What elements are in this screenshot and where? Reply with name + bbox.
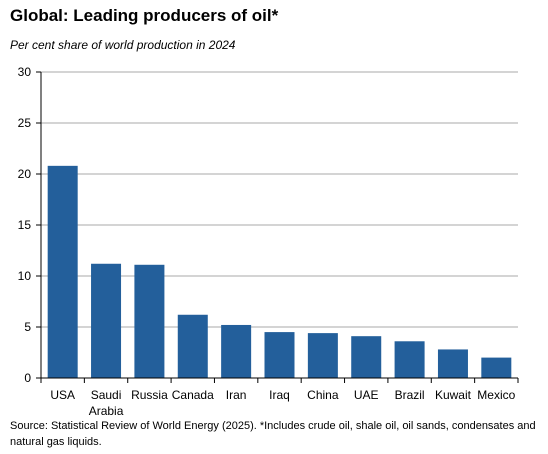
bar-kuwait bbox=[437, 349, 468, 378]
y-tick-labels: 0 5 10 15 20 25 30 bbox=[18, 65, 32, 385]
x-tick-label-line: UAE bbox=[354, 388, 379, 402]
y-tick-label: 25 bbox=[18, 116, 32, 130]
bar-canada bbox=[177, 314, 208, 378]
x-tick-label: Saudi Arabia bbox=[89, 388, 124, 418]
x-tick-label-line: Mexico bbox=[477, 388, 515, 402]
y-tick-label: 10 bbox=[18, 269, 32, 283]
bar-mexico bbox=[481, 357, 512, 378]
bar-russia bbox=[134, 264, 165, 378]
x-tick-label-line: Brazil bbox=[395, 388, 425, 402]
bar-brazil bbox=[394, 341, 425, 378]
bar-china bbox=[307, 333, 338, 378]
axes bbox=[36, 71, 519, 383]
x-tick-labels: USA Saudi Arabia Russia Canada Iran Iraq China U… bbox=[50, 388, 515, 418]
x-tick-label-line: Russia bbox=[131, 388, 168, 402]
bar-usa bbox=[47, 165, 78, 378]
x-tick-label: Iraq bbox=[269, 388, 290, 402]
bars bbox=[47, 165, 512, 378]
source-note: Source: Statistical Review of World Ener… bbox=[10, 420, 536, 448]
chart-subtitle: Per cent share of world production in 20… bbox=[10, 38, 236, 52]
x-tick-label: Brazil bbox=[395, 388, 425, 402]
chart-title: Global: Leading producers of oil* bbox=[10, 6, 279, 25]
x-tick-label-line: China bbox=[307, 388, 339, 402]
bar-iraq bbox=[264, 332, 295, 378]
y-tick-label: 5 bbox=[24, 320, 31, 334]
x-tick-label-line: Arabia bbox=[89, 404, 124, 418]
x-tick-label: UAE bbox=[354, 388, 379, 402]
y-tick-label: 20 bbox=[18, 167, 32, 181]
x-tick-label-line: Iran bbox=[226, 388, 247, 402]
x-tick-label: China bbox=[307, 388, 339, 402]
x-tick-label-line: Kuwait bbox=[435, 388, 472, 402]
x-tick-label-line: Saudi bbox=[91, 388, 122, 402]
y-tick-label: 30 bbox=[18, 65, 32, 79]
bar-chart: 0 5 10 15 20 25 30 USA Saudi Arabia Russia Canada I… bbox=[18, 65, 519, 418]
x-tick-label: Canada bbox=[172, 388, 214, 402]
x-tick-label-line: Iraq bbox=[269, 388, 290, 402]
x-tick-label: Mexico bbox=[477, 388, 515, 402]
bar-saudi-arabia bbox=[91, 263, 122, 378]
x-tick-label: USA bbox=[50, 388, 75, 402]
y-tick-label: 15 bbox=[18, 218, 32, 232]
y-tick-label: 0 bbox=[24, 371, 31, 385]
bar-iran bbox=[221, 324, 252, 378]
bar-uae bbox=[351, 336, 382, 378]
x-tick-label: Russia bbox=[131, 388, 168, 402]
x-tick-label-line: USA bbox=[50, 388, 75, 402]
x-tick-label: Iran bbox=[226, 388, 247, 402]
x-tick-label: Kuwait bbox=[435, 388, 472, 402]
x-tick-label-line: Canada bbox=[172, 388, 214, 402]
